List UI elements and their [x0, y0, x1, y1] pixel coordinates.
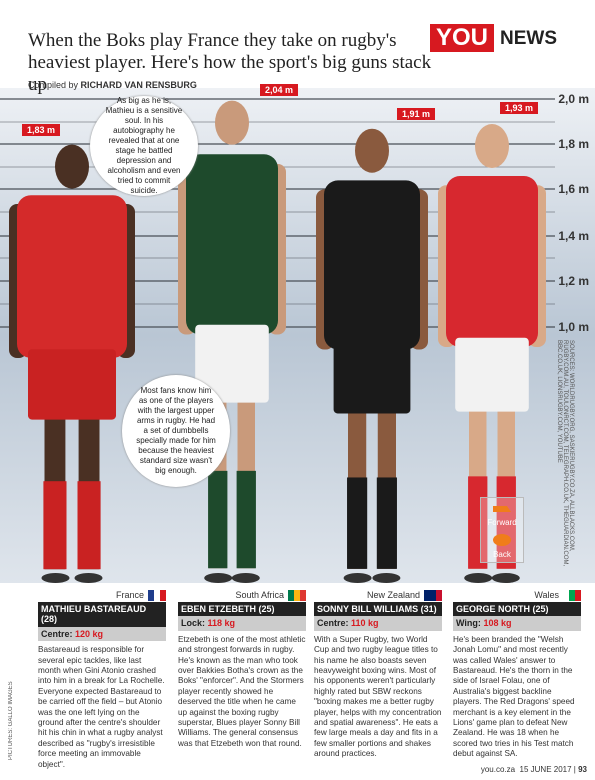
- position-bar: Lock: 118 kg: [178, 616, 306, 631]
- bio: He's been branded the "Welsh Jonah Lomu"…: [453, 634, 575, 759]
- country: South Africa: [178, 588, 306, 602]
- brand: YOU: [430, 24, 495, 52]
- sock: [77, 481, 101, 570]
- bio: Bastareaud is responsible for several ep…: [38, 645, 165, 769]
- byline: Compiled by RICHARD VAN RENSBURG: [28, 80, 197, 90]
- legend-label: Back: [493, 550, 511, 559]
- position: Lock:: [181, 618, 206, 629]
- height-badge: 2,04 m: [260, 84, 299, 96]
- boot: [74, 573, 103, 583]
- speech-bubble: Most fans know him as one of the players…: [122, 375, 230, 487]
- flag: [148, 590, 166, 601]
- scale-label: 1,0 m: [558, 320, 589, 334]
- sock: [376, 477, 397, 569]
- shorts: [333, 340, 411, 414]
- head: [55, 144, 89, 189]
- height-badge: 1,91 m: [397, 108, 436, 120]
- shorts: [28, 349, 116, 420]
- position: Centre:: [41, 628, 73, 639]
- bio: With a Super Rugby, two World Cup and tw…: [314, 634, 442, 759]
- position-bar: Centre: 120 kg: [38, 626, 166, 642]
- player-name: EBEN ETZEBETH (25): [178, 602, 306, 617]
- flag: [424, 590, 442, 601]
- jersey: [17, 195, 127, 358]
- byline-label: Compiled by: [28, 80, 79, 90]
- sock: [236, 470, 256, 569]
- height-badge: 1,93 m: [500, 102, 539, 114]
- position-bar: Centre: 110 kg: [314, 616, 442, 631]
- height-badge: 1,83 m: [22, 124, 61, 136]
- scale-label: 1,6 m: [558, 182, 589, 196]
- head: [355, 128, 389, 173]
- country: France: [38, 588, 166, 602]
- head: [215, 100, 249, 145]
- byline-name: RICHARD VAN RENSBURG: [80, 80, 197, 90]
- country-name: France: [115, 590, 144, 600]
- boot: [491, 573, 520, 583]
- scale-label: 1,4 m: [558, 229, 589, 243]
- head: [475, 124, 509, 169]
- flag: [288, 590, 306, 601]
- country-name: New Zealand: [366, 590, 420, 600]
- site: you.co.za: [480, 765, 516, 774]
- shorts: [195, 324, 269, 403]
- jersey: [186, 154, 278, 335]
- boot: [343, 573, 372, 583]
- flag: [563, 590, 581, 601]
- sock: [208, 470, 228, 569]
- position: Wing:: [456, 618, 481, 629]
- scale-label: 1,8 m: [558, 137, 589, 151]
- jersey: [324, 180, 420, 350]
- legend: Forward Back: [480, 497, 524, 563]
- date: 15 JUNE 2017: [519, 765, 572, 774]
- scale-label: 2,0 m: [558, 92, 589, 106]
- player-name: GEORGE NORTH (25): [453, 602, 581, 617]
- boot: [372, 573, 401, 583]
- country: Wales: [453, 588, 581, 602]
- player-column: New Zealand SONNY BILL WILLIAMS (31) Cen…: [314, 588, 442, 760]
- section: NEWS: [500, 28, 557, 49]
- shorts: [455, 337, 529, 412]
- weight: 118 kg: [207, 618, 236, 629]
- boot: [464, 573, 493, 583]
- bio: Etzebeth is one of the most athletic and…: [178, 634, 306, 748]
- player-name: SONNY BILL WILLIAMS (31): [314, 602, 442, 617]
- weight: 110 kg: [351, 618, 379, 629]
- boot: [231, 573, 260, 583]
- photo-credit: PICTURES: GALLO IMAGES: [8, 681, 14, 760]
- player-name: MATHIEU BASTAREAUD (28): [38, 602, 166, 627]
- country-name: Wales: [534, 590, 559, 600]
- sock: [468, 476, 488, 569]
- position: Centre:: [317, 618, 349, 629]
- player-column: France MATHIEU BASTAREAUD (28) Centre: 1…: [38, 588, 166, 770]
- legend-label: Forward: [487, 518, 517, 527]
- sources: SOURCES: WORLDRUGBY.ORG, SASKIERUGBY.CO.…: [556, 340, 574, 567]
- sock: [43, 481, 67, 570]
- footer: you.co.za 15 JUNE 2017 | 93: [480, 765, 587, 774]
- country: New Zealand: [314, 588, 442, 602]
- weight: 108 kg: [483, 618, 512, 629]
- player-column: South Africa EBEN ETZEBETH (25) Lock: 11…: [178, 588, 306, 749]
- boot: [204, 573, 233, 583]
- position-bar: Wing: 108 kg: [453, 616, 581, 631]
- player-column: Wales GEORGE NORTH (25) Wing: 108 kg He'…: [453, 588, 581, 760]
- scale-label: 1,2 m: [558, 274, 589, 288]
- page-number: 93: [578, 765, 587, 774]
- speech-bubble: As big as he is, Mathieu is a sensitive …: [90, 96, 198, 196]
- title: When the Boks play France they take on r…: [28, 30, 432, 95]
- legend-icons: [493, 506, 511, 546]
- sock: [347, 477, 368, 569]
- jersey: [446, 176, 538, 347]
- boot: [41, 573, 70, 583]
- weight: 120 kg: [75, 628, 104, 639]
- country-name: South Africa: [235, 590, 284, 600]
